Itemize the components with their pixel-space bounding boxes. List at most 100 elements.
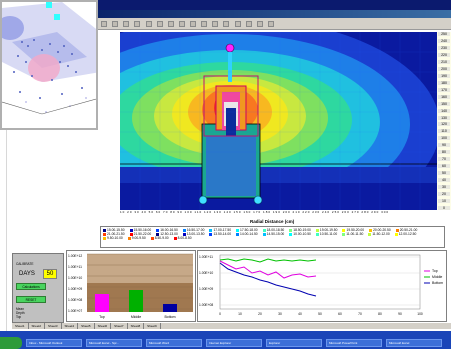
legend-swatch	[289, 232, 293, 236]
legend-label: 14.50-15.00	[266, 232, 285, 236]
legend-swatch	[173, 236, 177, 240]
y-tick-label: 150	[438, 101, 450, 106]
legend-swatch	[103, 236, 106, 240]
bar-y-tick-label: 1.00E+07	[68, 309, 82, 313]
bar-y-tick-label: 1.00E+11	[68, 265, 82, 269]
3d-scatter-plot	[2, 2, 96, 128]
bold-icon[interactable]	[201, 21, 208, 27]
legend-swatch	[315, 228, 319, 232]
line-legend-label: Bottom	[432, 281, 443, 285]
bar-y-tick-label: 1.00E+09	[68, 287, 82, 291]
sheet-tab[interactable]: Sheet4	[62, 323, 79, 329]
taskbar-item[interactable]: Inbox - Microsoft Outlook	[26, 339, 82, 347]
reset-button[interactable]: RESET	[16, 296, 46, 303]
zoom-icon[interactable]	[267, 21, 274, 27]
undo-icon[interactable]	[178, 21, 185, 27]
print-icon[interactable]	[134, 21, 141, 27]
bar-top	[95, 294, 109, 312]
marker-right	[253, 195, 263, 205]
italic-icon[interactable]	[212, 21, 219, 27]
sheet-tab[interactable]: Sheet5	[78, 323, 95, 329]
legend-item: 8.00-8.50	[173, 236, 192, 240]
font-color-icon[interactable]	[245, 21, 252, 27]
line-x-tick-label: 100	[417, 312, 423, 316]
legend-label: 18.00-18.50	[266, 228, 285, 232]
legend-item: 21.00-21.50	[103, 232, 125, 236]
legend-item: 9.50-10.00	[103, 236, 123, 240]
y-tick-label: 50	[438, 171, 450, 176]
days-input[interactable]: 50	[43, 269, 57, 279]
line-x-tick-label: 90	[398, 312, 402, 316]
legend-label: 16.00-16.50	[160, 228, 178, 232]
bar-category-label: Middle	[131, 315, 141, 319]
3d-marker	[54, 14, 60, 20]
column-inner	[226, 108, 236, 124]
legend-item: 10.00-10.50	[289, 232, 311, 236]
bar-bottom	[163, 304, 177, 312]
line-x-tick-label: 80	[378, 312, 382, 316]
copy-icon[interactable]	[156, 21, 163, 27]
legend-swatch	[236, 232, 240, 236]
y-tick-label: 110	[438, 129, 450, 134]
bar-y-tick-label: 1.00E+10	[68, 276, 82, 280]
3d-axis	[2, 98, 96, 115]
sheet-tab[interactable]: Sheet3	[45, 323, 62, 329]
3d-sphere	[2, 16, 24, 40]
fill-color-icon[interactable]	[234, 21, 241, 27]
legend-swatch	[129, 228, 133, 232]
open-icon[interactable]	[112, 21, 119, 27]
legend-label: 8.00-8.50	[177, 236, 192, 240]
save-icon[interactable]	[123, 21, 130, 27]
sheet-tab[interactable]: Sheet2	[29, 323, 46, 329]
y-tick-label: 190	[438, 73, 450, 78]
legend-swatch	[289, 228, 293, 232]
legend-swatch	[395, 228, 399, 232]
legend-swatch	[368, 232, 372, 236]
column-base	[226, 124, 236, 136]
y-tick-label: 30	[438, 185, 450, 190]
legend-item: 19.50-20.00	[342, 228, 364, 232]
bar-y-tick-label: 1.00E+08	[68, 298, 82, 302]
legend-item: 16.00-16.50	[156, 228, 178, 232]
legend-label: 17.50-18.00	[240, 228, 258, 232]
sheet-tab[interactable]: Sheet8	[128, 323, 145, 329]
sheet-tab[interactable]: Sheet9	[144, 323, 161, 329]
y-tick-label: 10	[438, 199, 450, 204]
chart-wizard-icon[interactable]	[190, 21, 196, 27]
legend-item: 11.00-11.50	[342, 232, 363, 236]
y-tick-label: 40	[438, 178, 450, 183]
legend-item: 14.00-14.50	[236, 232, 258, 236]
line-plot-area	[219, 254, 421, 310]
top-stem	[228, 52, 232, 82]
taskbar-item[interactable]: Microsoft Word	[146, 339, 202, 347]
sheet-tab[interactable]: Sheet1	[12, 323, 29, 329]
taskbar-item[interactable]: Internet Explorer	[206, 339, 262, 347]
y-tick-label: 200	[438, 66, 450, 71]
legend-item: 15.00-15.50	[103, 228, 125, 232]
calculations-button[interactable]: Calculations	[16, 283, 46, 290]
taskbar-item[interactable]: Microsoft Excel	[386, 339, 442, 347]
legend-swatch	[369, 228, 373, 232]
legend-label: 19.50-20.00	[346, 228, 365, 232]
taskbar-item[interactable]: Microsoft PowerPoint	[326, 339, 382, 347]
bar-category-label: Top	[99, 315, 105, 319]
sheet-tab[interactable]: Sheet7	[111, 323, 128, 329]
taskbar-item[interactable]: Explorer	[266, 339, 322, 347]
legend-swatch	[236, 228, 240, 232]
y-tick-label: 70	[438, 157, 450, 162]
start-button[interactable]	[0, 337, 22, 349]
legend-item: 8.50-9.00	[150, 236, 169, 240]
contour-legend: 15.00-15.50 15.50-16.00 16.00-16.50 16.50-1…	[100, 226, 445, 248]
new-icon[interactable]	[101, 21, 107, 27]
legend-item: 21.50-22.00	[129, 232, 151, 236]
cut-icon[interactable]	[145, 21, 152, 27]
taskbar-item[interactable]: Microsoft Excel - Spr...	[86, 339, 142, 347]
sort-icon[interactable]	[256, 21, 263, 27]
bar-chart: 1.00E+12 1.00E+11 1.00E+10 1.00E+09 1.00E+08…	[68, 253, 193, 319]
sheet-tab[interactable]: Sheet6	[95, 323, 112, 329]
line-x-tick-label: 40	[298, 312, 302, 316]
legend-item: 14.50-15.00	[262, 232, 285, 236]
paste-icon[interactable]	[167, 21, 174, 27]
legend-swatch	[103, 232, 106, 236]
align-icon[interactable]	[223, 21, 230, 27]
